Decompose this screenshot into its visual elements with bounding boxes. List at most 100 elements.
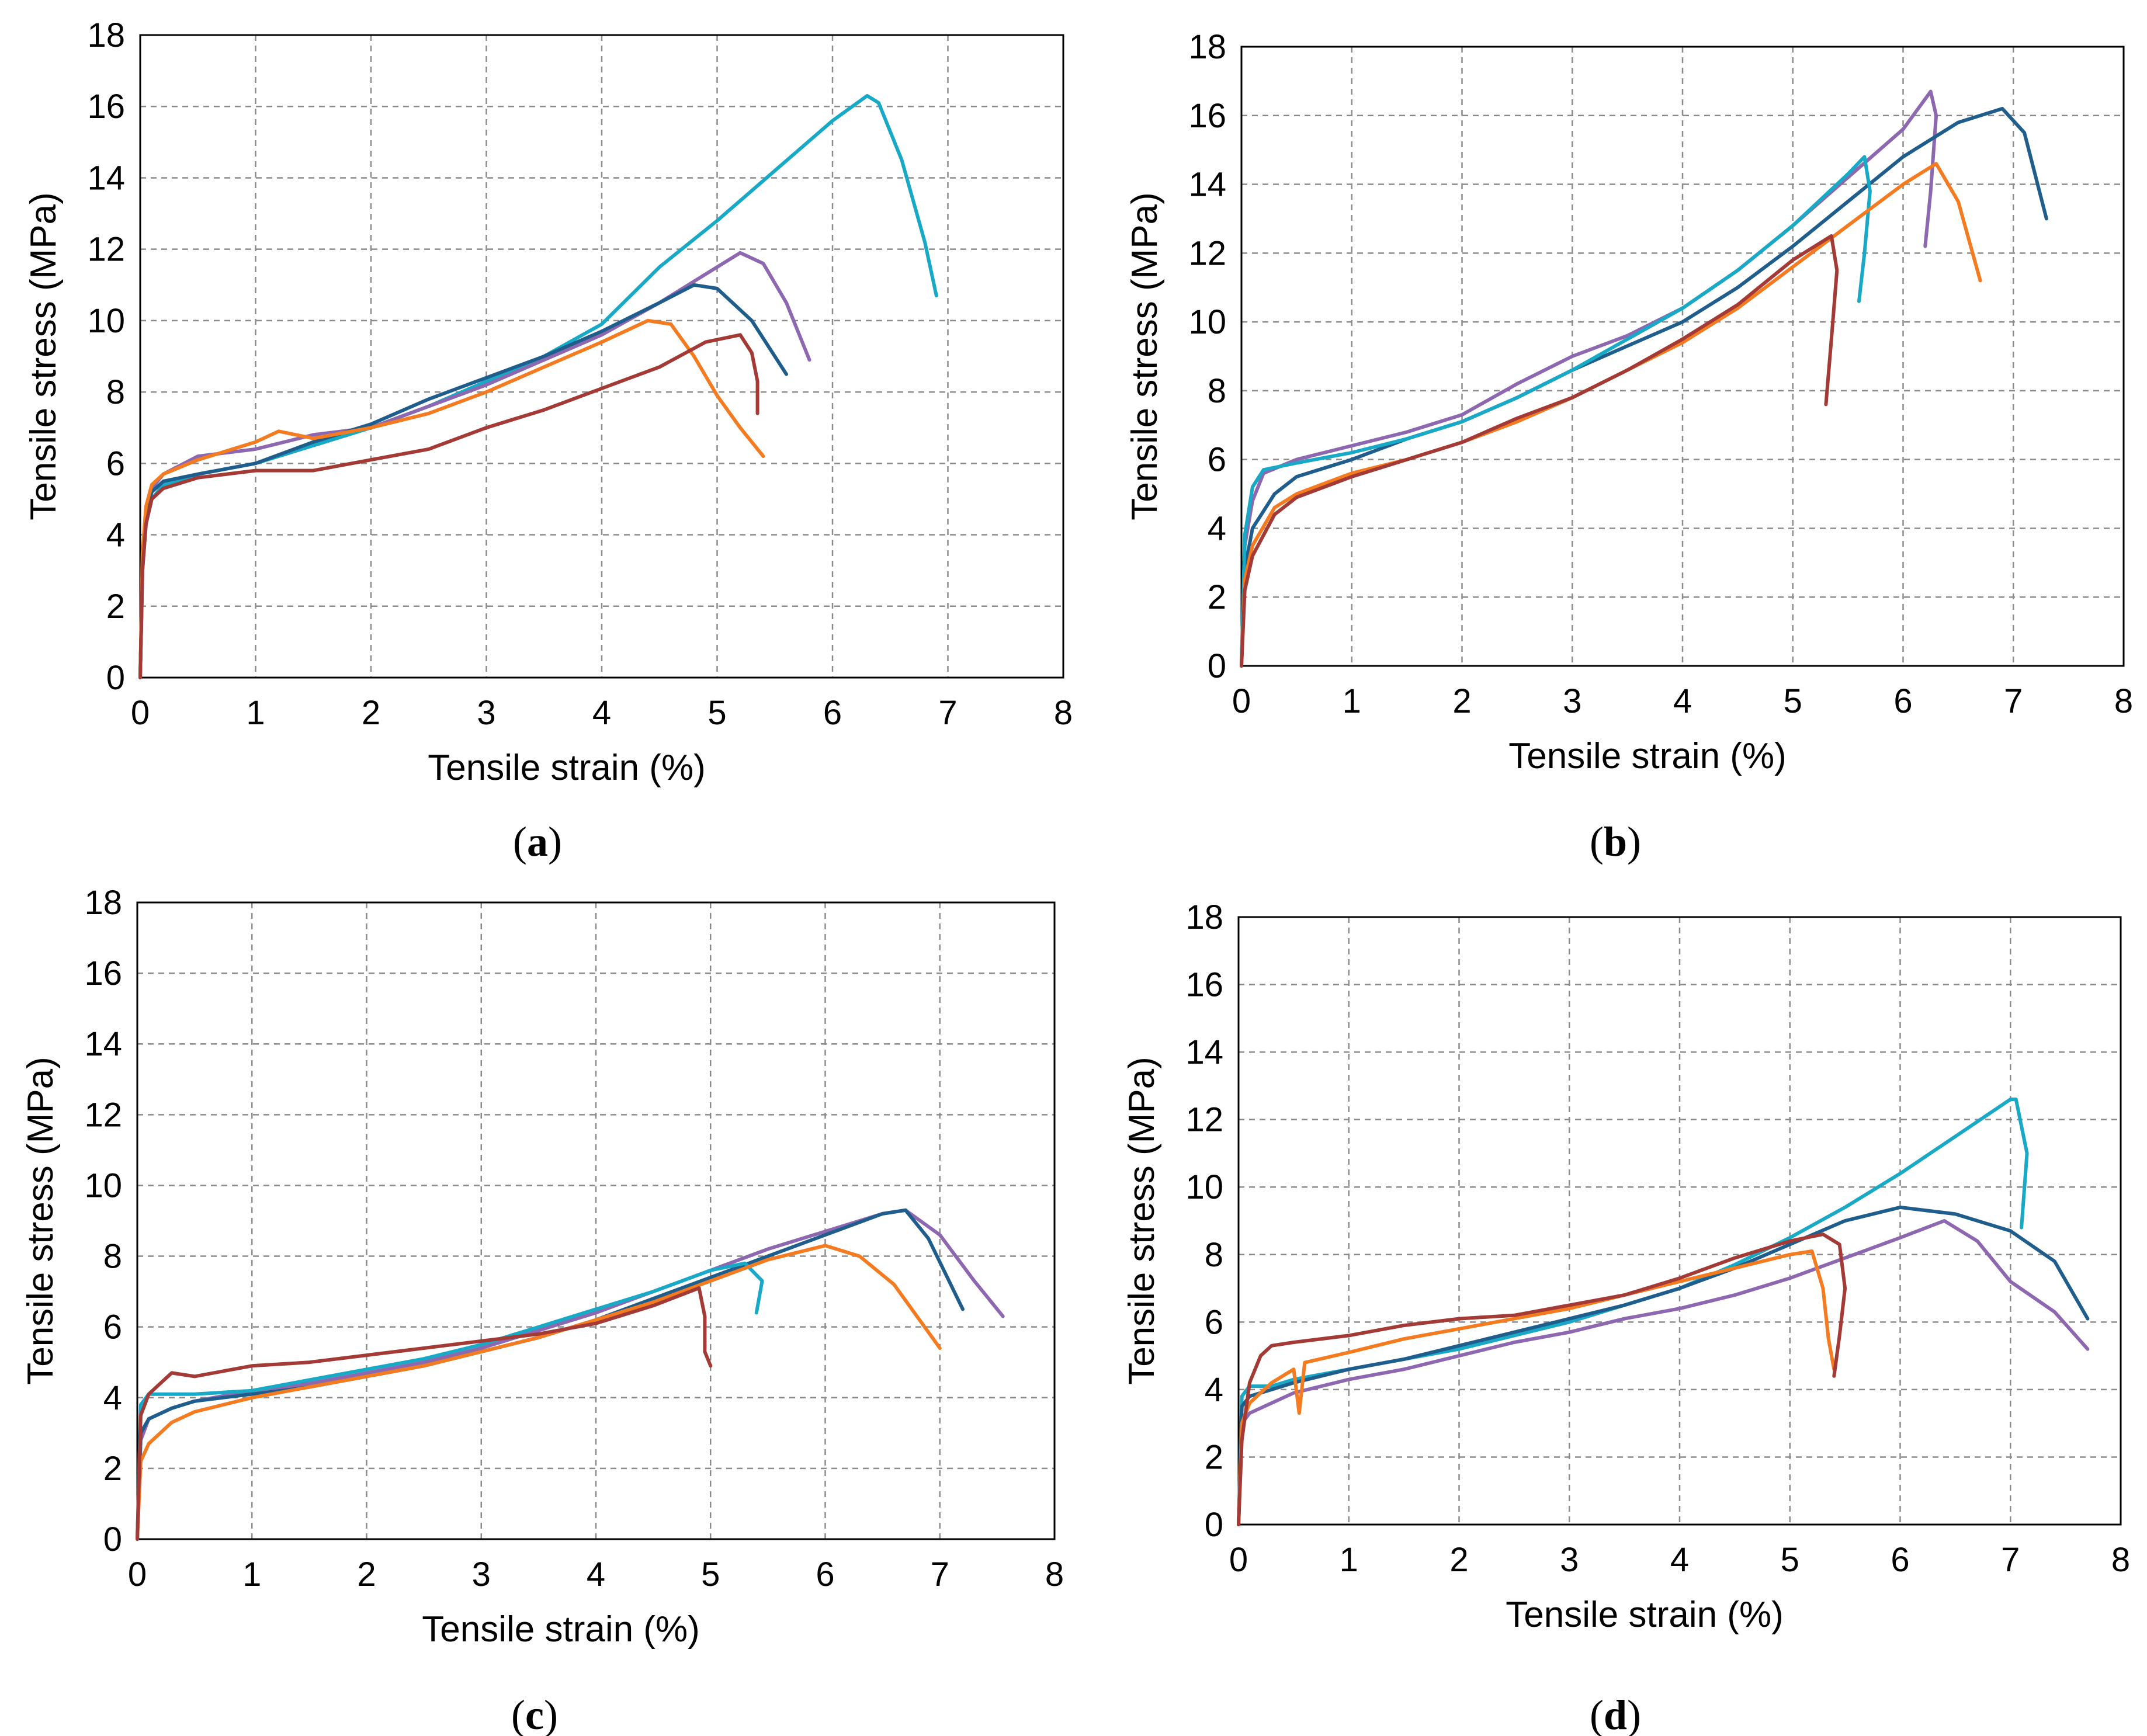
series-line-specimen-5: [138, 333, 759, 679]
y-tick-label: 0: [103, 1520, 122, 1558]
y-tick-label: 8: [1205, 1236, 1223, 1274]
x-tick-label: 1: [1343, 682, 1361, 720]
x-tick-label: 8: [1045, 1556, 1064, 1593]
y-tick-label: 8: [103, 1238, 122, 1276]
y-tick-label: 6: [1205, 1303, 1223, 1341]
panel-caption: (c): [511, 1692, 558, 1736]
x-tick-label: 3: [1560, 1541, 1579, 1579]
x-tick-label: 7: [938, 694, 957, 732]
series-line-specimen-1: [1240, 89, 1938, 668]
plot-frame: [1237, 916, 2122, 1526]
series-line-specimen-3: [136, 1261, 764, 1541]
x-tick-label: 8: [2111, 1541, 2130, 1579]
series-line-specimen-4: [138, 318, 765, 679]
x-tick-label: 0: [128, 1556, 147, 1593]
x-tick-label: 4: [592, 694, 611, 732]
y-tick-label: 16: [1188, 97, 1226, 135]
caption-letter: d: [1604, 1692, 1627, 1736]
y-tick-label: 2: [103, 1450, 122, 1488]
plot-frame: [136, 901, 1056, 1540]
y-tick-label: 14: [84, 1025, 122, 1063]
x-tick-label: 5: [707, 694, 726, 732]
series-line-specimen-1: [138, 93, 938, 679]
x-tick-label: 4: [1673, 682, 1692, 720]
y-tick-label: 2: [1205, 1438, 1223, 1476]
x-tick-label: 7: [931, 1556, 949, 1593]
y-tick-label: 18: [1185, 898, 1223, 936]
y-tick-label: 16: [84, 954, 122, 992]
y-tick-label: 12: [1188, 234, 1226, 272]
y-tick-label: 12: [1185, 1101, 1223, 1139]
y-tick-label: 18: [84, 884, 122, 922]
plot-frame: [1240, 46, 2125, 667]
x-tick-label: 0: [1229, 1541, 1248, 1579]
y-tick-label: 6: [106, 445, 125, 482]
series-line-specimen-2: [1237, 1205, 2090, 1526]
x-tick-label: 4: [587, 1556, 605, 1593]
x-tick-label: 5: [1784, 682, 1802, 720]
x-tick-label: 2: [362, 694, 380, 732]
y-tick-label: 16: [87, 88, 125, 126]
y-tick-label: 12: [87, 231, 125, 269]
x-tick-label: 6: [1891, 1541, 1909, 1579]
x-tick-label: 8: [1054, 694, 1073, 732]
y-tick-label: 4: [1208, 509, 1226, 547]
caption-letter: c: [525, 1692, 544, 1736]
x-tick-label: 7: [2001, 1541, 2020, 1579]
y-axis-title: Tensile stress (MPa): [1125, 192, 1165, 520]
y-tick-label: 6: [1208, 441, 1226, 479]
x-tick-label: 8: [2114, 682, 2133, 720]
series-line-specimen-5: [136, 1286, 713, 1541]
y-tick-label: 8: [106, 373, 125, 411]
y-tick-label: 16: [1185, 966, 1223, 1004]
x-axis-title: Tensile strain (%): [1506, 1595, 1783, 1635]
panel-caption: (b): [1590, 818, 1641, 865]
x-tick-label: 5: [1781, 1541, 1799, 1579]
y-tick-label: 10: [1188, 303, 1226, 341]
series-line-specimen-5: [1240, 234, 1839, 668]
y-tick-label: 0: [106, 659, 125, 697]
x-axis-title: Tensile strain (%): [428, 748, 705, 788]
caption-letter: a: [527, 818, 548, 865]
y-tick-label: 10: [87, 302, 125, 340]
x-tick-label: 6: [816, 1556, 834, 1593]
y-tick-label: 4: [106, 516, 125, 554]
plot-frame: [139, 34, 1064, 679]
series-line-specimen-1: [1237, 1098, 2029, 1526]
y-tick-label: 4: [1205, 1371, 1223, 1409]
panel-caption: (a): [513, 818, 562, 865]
y-tick-label: 2: [1208, 578, 1226, 616]
x-tick-label: 1: [1340, 1541, 1358, 1579]
y-axis-title: Tensile stress (MPa): [20, 1057, 61, 1385]
y-tick-label: 18: [1188, 28, 1226, 66]
x-tick-label: 3: [477, 694, 495, 732]
y-tick-label: 0: [1208, 647, 1226, 685]
x-tick-label: 1: [246, 694, 265, 732]
y-tick-label: 14: [1185, 1033, 1223, 1071]
y-tick-label: 14: [1188, 166, 1226, 204]
x-axis-title: Tensile strain (%): [422, 1609, 699, 1650]
x-tick-label: 3: [472, 1556, 491, 1593]
series-line-specimen-3: [1240, 155, 1872, 668]
caption-letter: b: [1604, 818, 1627, 865]
series-line-specimen-3: [1237, 1219, 2090, 1526]
y-tick-label: 14: [87, 159, 125, 197]
x-tick-label: 7: [2004, 682, 2023, 720]
x-tick-label: 3: [1563, 682, 1581, 720]
x-tick-label: 4: [1670, 1541, 1689, 1579]
x-tick-label: 0: [1232, 682, 1251, 720]
x-tick-label: 0: [131, 694, 150, 732]
y-tick-label: 6: [103, 1308, 122, 1346]
y-axis-title: Tensile stress (MPa): [23, 192, 64, 520]
y-tick-label: 10: [84, 1166, 122, 1204]
x-tick-label: 1: [242, 1556, 261, 1593]
panel-caption: (d): [1590, 1692, 1641, 1736]
y-axis-title: Tensile stress (MPa): [1122, 1057, 1162, 1385]
y-tick-label: 12: [84, 1096, 122, 1134]
y-tick-label: 0: [1205, 1506, 1223, 1544]
y-tick-label: 2: [106, 588, 125, 626]
